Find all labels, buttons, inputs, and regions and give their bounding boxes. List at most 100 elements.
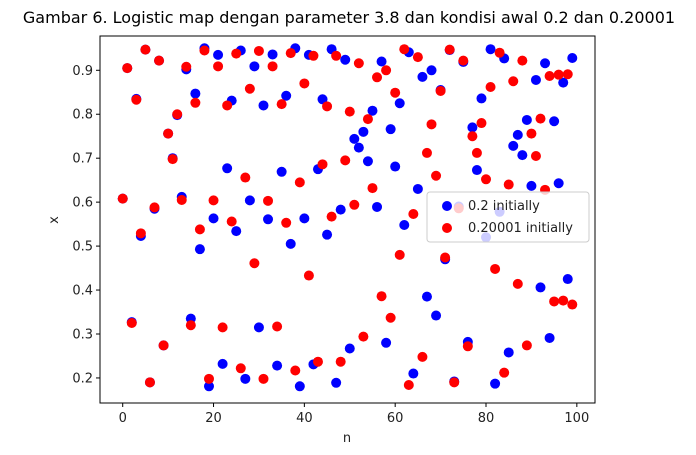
scatter-point-series-1 (176, 194, 187, 205)
scatter-point-series-0 (372, 201, 383, 212)
scatter-point-series-0 (272, 360, 283, 371)
scatter-point-series-1 (117, 193, 128, 204)
scatter-point-series-1 (490, 263, 501, 274)
scatter-point-series-0 (503, 347, 514, 358)
scatter-point-series-1 (140, 44, 151, 55)
scatter-point-series-0 (431, 310, 442, 321)
scatter-point-series-0 (240, 373, 251, 384)
scatter-point-series-1 (163, 128, 174, 139)
scatter-point-series-0 (349, 133, 360, 144)
scatter-point-series-1 (362, 114, 373, 125)
scatter-point-series-0 (335, 204, 346, 215)
scatter-point-series-0 (508, 140, 519, 151)
scatter-point-series-1 (249, 258, 260, 269)
scatter-point-series-1 (553, 69, 564, 80)
scatter-point-series-0 (390, 161, 401, 172)
scatter-point-series-1 (567, 299, 578, 310)
scatter-point-series-0 (208, 213, 219, 224)
scatter-point-series-0 (381, 337, 392, 348)
y-tick-label: 0.2 (72, 371, 93, 386)
scatter-point-series-0 (263, 214, 274, 225)
scatter-point-series-1 (372, 72, 383, 83)
scatter-point-series-1 (154, 55, 165, 66)
scatter-point-series-1 (485, 81, 496, 92)
scatter-point-series-0 (471, 165, 482, 176)
scatter-point-series-0 (258, 100, 269, 111)
scatter-point-series-1 (535, 113, 546, 124)
scatter-point-series-0 (399, 219, 410, 230)
plot-frame (99, 35, 596, 404)
x-tick-label: 0 (119, 411, 127, 426)
scatter-point-series-1 (263, 195, 274, 206)
scatter-point-series-1 (322, 101, 333, 112)
y-tick-label: 0.8 (72, 108, 93, 123)
scatter-point-series-1 (122, 63, 133, 74)
scatter-point-series-1 (367, 183, 378, 194)
scatter-point-series-1 (285, 48, 296, 59)
scatter-point-series-0 (490, 378, 501, 389)
scatter-point-series-1 (131, 94, 142, 105)
scatter-point-series-0 (385, 124, 396, 135)
scatter-point-series-1 (194, 224, 205, 235)
y-axis: 0.2 0.3 0.4 0.5 0.6 0.7 0.8 0.9 (72, 64, 100, 386)
scatter-point-series-0 (190, 88, 201, 99)
scatter-point-series-0 (367, 105, 378, 116)
scatter-point-series-1 (462, 341, 473, 352)
scatter-point-series-1 (408, 209, 419, 220)
scatter-point-series-0 (217, 358, 228, 369)
scatter-point-series-0 (340, 54, 351, 65)
scatter-point-series-1 (185, 320, 196, 331)
scatter-point-series-0 (203, 381, 214, 392)
chart-title: Gambar 6. Logistic map dengan parameter … (23, 8, 675, 27)
scatter-point-series-0 (267, 49, 278, 60)
scatter-point-series-0 (231, 226, 242, 237)
scatter-point-series-1 (217, 322, 228, 333)
scatter-point-series-0 (476, 93, 487, 104)
scatter-point-series-1 (549, 296, 560, 307)
scatter-point-series-1 (385, 312, 396, 323)
scatter-point-series-1 (167, 154, 178, 165)
scatter-point-series-1 (272, 321, 283, 332)
scatter-point-series-0 (353, 142, 364, 153)
scatter-point-series-0 (412, 183, 423, 194)
y-tick-label: 0.3 (72, 327, 93, 342)
y-tick-label: 0.9 (72, 64, 93, 79)
x-tick-label: 80 (478, 411, 495, 426)
scatter-point-series-1 (530, 150, 541, 161)
x-tick-label: 100 (564, 411, 589, 426)
scatter-point-series-1 (126, 318, 137, 329)
scatter-point-series-1 (267, 61, 278, 72)
scatter-point-series-1 (312, 356, 323, 367)
y-tick-label: 0.4 (72, 284, 93, 299)
scatter-point-series-1 (358, 331, 369, 342)
x-tick-label: 40 (296, 411, 313, 426)
scatter-point-series-0 (281, 90, 292, 101)
scatter-point-series-1 (381, 65, 392, 76)
scatter-point-series-1 (199, 45, 210, 56)
scatter-point-series-0 (485, 44, 496, 55)
scatter-point-series-1 (435, 85, 446, 96)
scatter-point-series-1 (390, 87, 401, 98)
scatter-point-series-1 (417, 351, 428, 362)
scatter-point-series-0 (421, 291, 432, 302)
scatter-point-series-1 (290, 365, 301, 376)
scatter-point-series-1 (317, 159, 328, 170)
scatter-point-series-0 (549, 116, 560, 127)
scatter-point-series-1 (281, 217, 292, 228)
scatter-point-series-0 (253, 322, 264, 333)
scatter-point-series-1 (144, 377, 155, 388)
scatter-point-series-1 (562, 69, 573, 80)
legend-marker-series-0 (442, 201, 452, 211)
scatter-point-series-0 (408, 368, 419, 379)
scatter-point-series-0 (294, 381, 305, 392)
scatter-point-series-1 (426, 119, 437, 130)
scatter-point-series-0 (526, 180, 537, 191)
scatter-point-series-0 (426, 65, 437, 76)
scatter-point-series-1 (449, 377, 460, 388)
scatter-point-series-1 (294, 177, 305, 188)
scatter-point-series-1 (299, 78, 310, 89)
scatter-point-series-0 (540, 58, 551, 69)
scatter-point-series-1 (349, 199, 360, 210)
scatter-point-series-0 (344, 343, 355, 354)
scatter-point-series-1 (308, 50, 319, 61)
